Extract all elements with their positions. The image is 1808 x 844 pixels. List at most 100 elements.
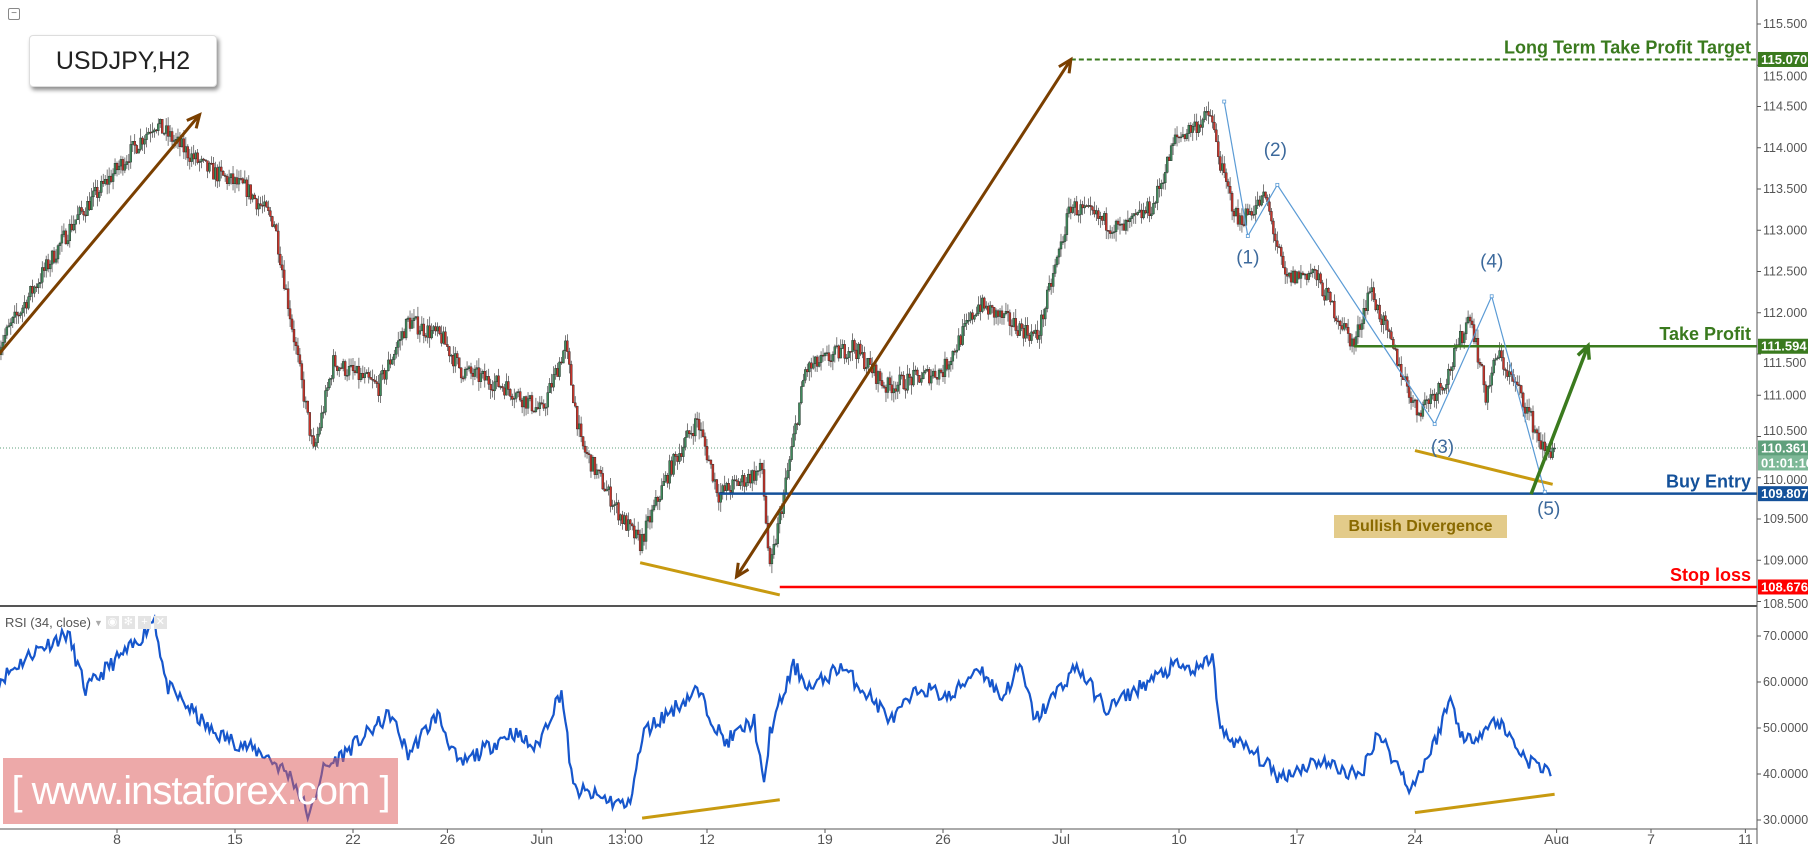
candle [977,304,980,315]
candle [249,184,252,200]
candle [949,360,953,366]
candle [271,216,274,227]
candle [920,378,923,383]
rsi-tick-label: 70.0000 [1763,629,1808,643]
candle [528,395,532,399]
candle [1126,219,1130,222]
candle [1350,338,1354,347]
plus-icon[interactable]: + [137,616,151,629]
wave-label: (3) [1431,437,1454,458]
candle [477,367,481,382]
candle [1297,271,1301,279]
gear-icon[interactable]: ✻ [121,616,135,629]
candle [1154,202,1157,204]
candle [662,481,665,486]
candle [143,139,146,145]
candle [636,529,640,535]
candle [229,173,233,179]
candle [587,453,591,455]
candle [564,340,567,351]
long-term-take-profit-target-price-badge-text: 115.070 [1761,52,1807,67]
candle [1105,213,1108,231]
candle [332,355,335,379]
candle [658,499,661,502]
rsi-tick-label: 30.0000 [1763,813,1808,827]
candle [918,375,921,383]
candle [540,402,543,404]
candle [1293,270,1297,284]
candle [105,179,109,185]
rsi-pane[interactable] [0,613,1555,823]
candle [50,250,54,265]
candle [1270,211,1273,222]
candle [711,464,715,482]
candle [29,286,32,297]
candle [416,316,420,335]
candle [1516,381,1519,385]
indicator-label[interactable]: RSI (34, close) [5,615,91,630]
candle [275,224,278,232]
candle [701,429,705,437]
candle [279,253,282,266]
candle [800,386,803,404]
candle [123,164,127,171]
candle [389,359,392,365]
candle [432,326,435,331]
candle [5,326,9,336]
rsi-tick-label: 50.0000 [1763,721,1808,735]
candle [1238,215,1242,225]
candle [1120,223,1124,226]
candle [646,516,650,522]
trend-arrow-2-head [734,562,750,580]
candle [703,436,707,447]
candle [1069,206,1073,213]
close-icon[interactable]: ✕ [153,616,167,629]
candle [168,131,172,137]
candle [1124,219,1128,231]
price-tick-label: 109.500 [1763,512,1808,526]
candle [788,459,791,471]
candle [184,146,188,153]
eye-icon[interactable]: ◉ [105,616,119,629]
candle [762,469,766,497]
candle [983,297,986,309]
target-arrow-head [1576,341,1591,360]
candle [747,473,750,483]
candle [1368,291,1371,294]
stop-loss-price-badge-text: 108.676 [1761,579,1808,594]
candle [780,511,783,514]
candle [522,396,526,408]
candle [1445,384,1448,389]
take-profit-price-badge [1758,338,1808,354]
chevron-down-icon[interactable]: ▼ [93,617,103,628]
candle [1413,399,1417,402]
candle [84,214,87,217]
candle [1299,272,1303,279]
candle [74,219,77,225]
candle [1085,205,1088,207]
candle [1466,316,1470,323]
minus-square-icon[interactable]: − [8,8,20,20]
candle [269,210,272,217]
candle [204,159,207,161]
candle [1331,300,1334,303]
candle [1360,323,1364,330]
candle [1093,209,1096,215]
candle [33,286,36,294]
candle [1173,134,1177,144]
candle [194,152,197,160]
candle [284,288,288,290]
candle [725,483,728,491]
candle [1504,369,1507,371]
candle [259,203,262,206]
candle [200,158,203,162]
candle [912,370,915,386]
price-pane[interactable] [0,56,1757,597]
candle [937,369,941,380]
candle [1006,311,1010,313]
long-term-take-profit-target-price-badge [1758,51,1808,67]
candle [597,469,601,472]
candle [397,340,400,348]
candle [996,310,1000,317]
